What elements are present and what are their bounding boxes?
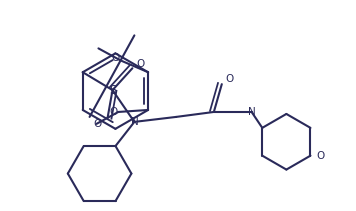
Text: O: O bbox=[94, 119, 102, 129]
Text: S: S bbox=[109, 84, 116, 97]
Text: N: N bbox=[248, 107, 256, 117]
Text: O: O bbox=[316, 151, 325, 161]
Text: O: O bbox=[111, 53, 120, 63]
Text: N: N bbox=[131, 117, 138, 127]
Text: O: O bbox=[136, 59, 145, 69]
Text: O: O bbox=[226, 74, 234, 84]
Text: O: O bbox=[109, 107, 117, 117]
